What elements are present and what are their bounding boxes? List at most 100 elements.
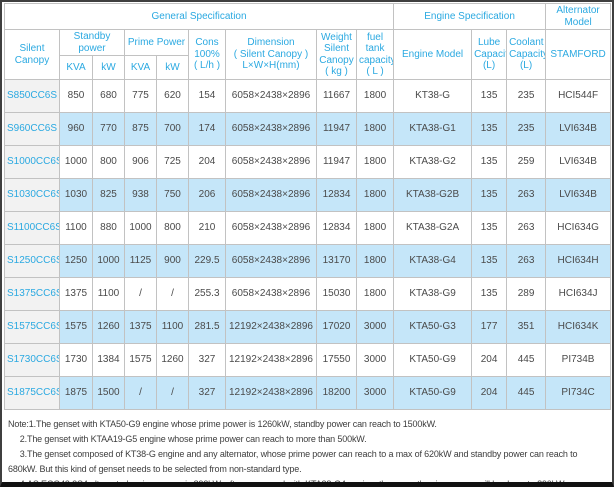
- cell-cons: 210: [188, 211, 226, 245]
- cell-prime_kw: 1260: [156, 343, 189, 377]
- cell-engine: KTA50-G3: [393, 310, 473, 344]
- cell-alternator: HCI634G: [545, 211, 612, 245]
- cell-coolant: 259: [506, 145, 547, 179]
- cell-dimension: 12192×2438×2896: [225, 343, 317, 377]
- spec-table-body: S850CC6S 850 680 775 620 154 6058×2438×2896 116…: [4, 79, 612, 410]
- cell-dimension: 6058×2438×2896: [225, 112, 317, 146]
- cell-dimension: 12192×2438×2896: [225, 310, 317, 344]
- cell-standby_kw: 1384: [92, 343, 125, 377]
- cell-cons: 154: [188, 79, 226, 113]
- cell-standby_kva: 1100: [59, 211, 93, 245]
- cell-alternator: HCI634K: [545, 310, 612, 344]
- cell-prime_kw: /: [156, 277, 189, 311]
- note-line: Note:1.The genset with KTA50-G9 engine w…: [8, 419, 437, 429]
- cell-alternator: HCI544F: [545, 79, 612, 113]
- cell-coolant: 263: [506, 244, 547, 278]
- cell-prime_kva: /: [124, 376, 157, 410]
- table-row: S1100CC6S 1100 880 1000 800 210 6058×2438×2896…: [4, 211, 612, 245]
- cell-prime_kw: 750: [156, 178, 189, 212]
- cell-prime_kw: 900: [156, 244, 189, 278]
- table-row: S960CC6S 960 770 875 700 174 6058×2438×2896 119…: [4, 112, 612, 146]
- cell-dimension: 6058×2438×2896: [225, 145, 317, 179]
- cell-engine: KTA50-G9: [393, 343, 473, 377]
- cell-alternator: LVI634B: [545, 178, 612, 212]
- genset-spec-table: General Specification Engine Specificati…: [3, 3, 612, 410]
- cell-weight: 17020: [316, 310, 357, 344]
- cell-standby_kw: 770: [92, 112, 125, 146]
- cell-fuel: 1800: [355, 178, 395, 212]
- table-row: S1730CC6S 1730 1384 1575 1260 327 12192×2438×2…: [4, 343, 612, 377]
- cell-fuel: 1800: [355, 211, 395, 245]
- header-fuel-tank-capacity: fuel tank capacity ( L ): [355, 29, 395, 80]
- cell-alternator: HCI634J: [545, 277, 612, 311]
- cell-model: S850CC6S: [4, 79, 60, 113]
- cell-lube: 204: [471, 343, 508, 377]
- header-engine-model: Engine Model: [393, 29, 473, 80]
- table-row: S1575CC6S 1575 1260 1375 1100 281.5 12192×2438…: [4, 310, 612, 344]
- cell-weight: 11947: [316, 145, 357, 179]
- cell-model: S1030CC6S: [4, 178, 60, 212]
- cell-fuel: 1800: [355, 145, 395, 179]
- cell-coolant: 235: [506, 112, 547, 146]
- table-row: S850CC6S 850 680 775 620 154 6058×2438×2896 116…: [4, 79, 612, 113]
- cell-alternator: PI734B: [545, 343, 612, 377]
- cell-weight: 11947: [316, 112, 357, 146]
- header-silent-canopy: Silent Canopy: [4, 29, 60, 80]
- table-header: General Specification Engine Specificati…: [3, 3, 612, 80]
- cell-weight: 17550: [316, 343, 357, 377]
- cell-coolant: 235: [506, 79, 547, 113]
- cell-model: S1000CC6S: [4, 145, 60, 179]
- cell-prime_kva: 938: [124, 178, 157, 212]
- header-prime-kw: kW: [156, 55, 189, 80]
- cell-prime_kw: 800: [156, 211, 189, 245]
- cell-cons: 174: [188, 112, 226, 146]
- cell-coolant: 289: [506, 277, 547, 311]
- cell-alternator: PI734C: [545, 376, 612, 410]
- cell-prime_kva: 1000: [124, 211, 157, 245]
- cell-dimension: 6058×2438×2896: [225, 178, 317, 212]
- cell-cons: 204: [188, 145, 226, 179]
- cell-weight: 12834: [316, 211, 357, 245]
- notes-section: Note:1.The genset with KTA50-G9 engine w…: [8, 417, 608, 487]
- cell-model: S1100CC6S: [4, 211, 60, 245]
- cell-lube: 135: [471, 277, 508, 311]
- cell-cons: 206: [188, 178, 226, 212]
- cell-fuel: 3000: [355, 376, 395, 410]
- header-cons-100: Cons 100% ( L/h ): [188, 29, 226, 80]
- cell-engine: KTA38-G2A: [393, 211, 473, 245]
- header-weight: Weight Silent Canopy ( kg ): [316, 29, 357, 80]
- cell-fuel: 1800: [355, 79, 395, 113]
- cell-prime_kw: 1100: [156, 310, 189, 344]
- cell-fuel: 1800: [355, 277, 395, 311]
- cell-lube: 135: [471, 112, 508, 146]
- cell-weight: 11667: [316, 79, 357, 113]
- cell-engine: KT38-G: [393, 79, 473, 113]
- cell-dimension: 6058×2438×2896: [225, 79, 317, 113]
- cell-standby_kva: 850: [59, 79, 93, 113]
- cell-weight: 12834: [316, 178, 357, 212]
- note-line: 2.The genset with KTAA19-G5 engine whose…: [8, 434, 367, 444]
- cell-dimension: 6058×2438×2896: [225, 244, 317, 278]
- cell-weight: 18200: [316, 376, 357, 410]
- cell-cons: 327: [188, 343, 226, 377]
- cell-prime_kva: 1575: [124, 343, 157, 377]
- cell-alternator: LVI634B: [545, 112, 612, 146]
- cell-prime_kva: 1125: [124, 244, 157, 278]
- cell-lube: 177: [471, 310, 508, 344]
- cell-engine: KTA38-G4: [393, 244, 473, 278]
- header-standby-kva: KVA: [59, 55, 93, 80]
- cell-alternator: HCI634H: [545, 244, 612, 278]
- cell-standby_kva: 1030: [59, 178, 93, 212]
- cell-standby_kw: 1100: [92, 277, 125, 311]
- note-line: 4.AS ECO43 2S4 alternator's prime power …: [8, 479, 567, 487]
- header-standby-power: Standby power: [59, 29, 125, 56]
- table-row: S1030CC6S 1030 825 938 750 206 6058×2438×2896 1…: [4, 178, 612, 212]
- cell-engine: KTA50-G9: [393, 376, 473, 410]
- cell-prime_kva: 906: [124, 145, 157, 179]
- cell-model: S1250CC6S: [4, 244, 60, 278]
- cell-lube: 135: [471, 211, 508, 245]
- cell-dimension: 12192×2438×2896: [225, 376, 317, 410]
- cell-coolant: 263: [506, 211, 547, 245]
- cell-prime_kw: /: [156, 376, 189, 410]
